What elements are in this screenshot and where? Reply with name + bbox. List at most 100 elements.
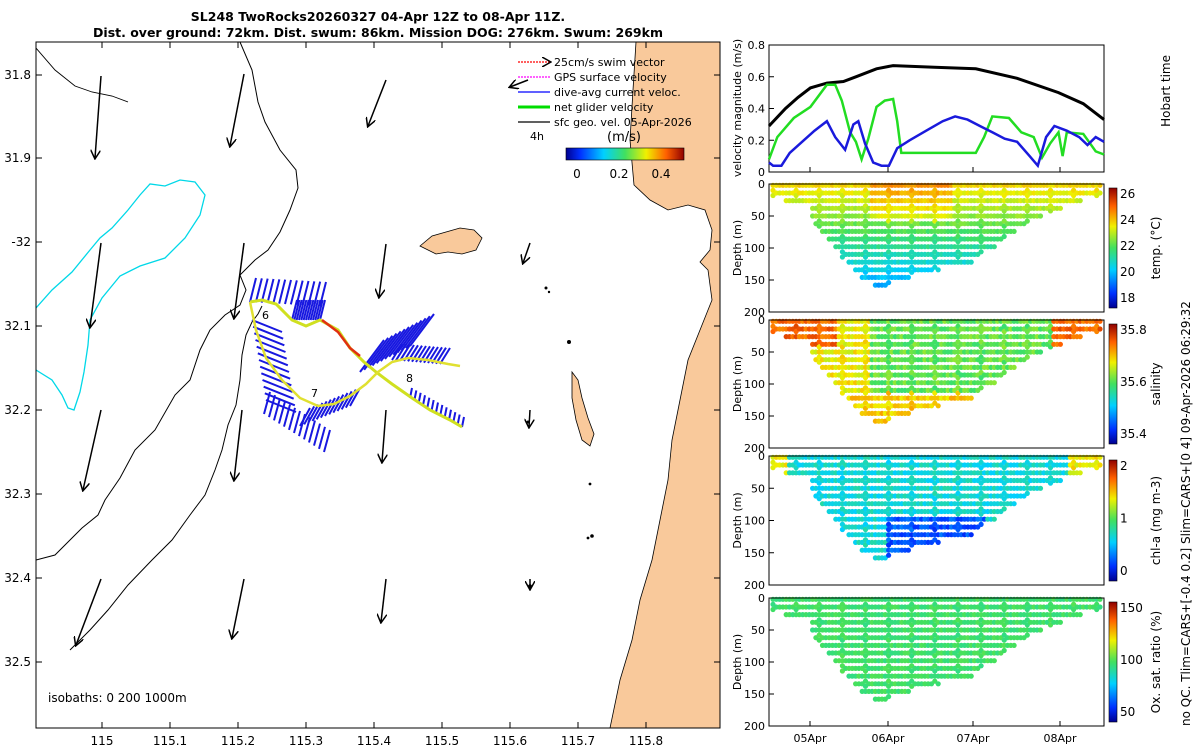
velocity-ytick-label: 0 <box>758 166 765 179</box>
section-ytick-label: 50 <box>751 624 765 637</box>
current-vector <box>293 299 301 321</box>
section-colorbar-tick: 35.4 <box>1120 427 1147 441</box>
section-sample <box>1097 190 1103 196</box>
side-label-hobart: Hobart time <box>1159 55 1173 127</box>
section-ytick-label: 200 <box>744 720 765 733</box>
day-label-6: 6 <box>262 309 269 322</box>
current-vector <box>249 277 257 303</box>
current-vector <box>262 379 293 393</box>
velocity-series-line <box>768 115 1105 169</box>
section-ytick-label: 100 <box>744 515 765 528</box>
section-colorbar-tick: 22 <box>1120 239 1135 253</box>
section-sample <box>978 663 984 669</box>
current-vector <box>392 322 419 356</box>
section-sample <box>1024 490 1030 496</box>
current-vector <box>319 281 327 307</box>
day-label-7: 7 <box>311 387 318 400</box>
current-vector <box>456 414 461 425</box>
current-vector <box>272 279 281 304</box>
map-legend: 25cm/s swim vector GPS surface velocity … <box>518 56 692 143</box>
section-ytick-label: 0 <box>758 178 765 191</box>
map-xtick-label: 115.8 <box>629 734 663 748</box>
map-colorbar: (m/s) 0 0.2 0.4 <box>565 130 685 181</box>
current-vector <box>295 299 303 321</box>
velocity-ylabel: velocity magnitude (m/s) <box>731 39 744 177</box>
side-label-info: no QC. Tlim=CARS+[-0.4 0.2] Slim=CARS+[0… <box>1179 301 1193 726</box>
current-vector <box>254 278 263 303</box>
current-vector <box>439 404 444 416</box>
map-panel: 6 7 8 115 115.1 115.2 115.3 115.4 115.5 115.6 1… <box>4 41 721 748</box>
section-ytick-label: 50 <box>751 346 765 359</box>
current-vector <box>318 426 326 450</box>
section-sample <box>1037 213 1044 219</box>
section-sample <box>935 403 941 409</box>
section-ylabel: Depth (m) <box>731 356 744 412</box>
current-vector <box>300 299 308 321</box>
section-colorbar-tick: 100 <box>1120 653 1143 667</box>
section-sample <box>1024 632 1030 638</box>
section-sample <box>1077 198 1083 204</box>
date-tick-label: 05Apr <box>793 732 827 745</box>
current-vector <box>312 299 319 321</box>
map-frame <box>35 41 721 729</box>
section-sample <box>1011 501 1017 507</box>
legend-net-glider: net glider velocity <box>554 101 654 114</box>
section-ytick-label: 150 <box>744 410 765 423</box>
section-colorbar-tick: 150 <box>1120 601 1143 615</box>
current-vector <box>328 395 341 415</box>
section-ytick-label: 150 <box>744 688 765 701</box>
legend-dive-avg: dive-avg current veloc. <box>554 86 681 99</box>
map-ytick-label: -32 <box>11 235 31 249</box>
current-vector <box>316 299 324 321</box>
section-ytick-label: 0 <box>758 314 765 327</box>
section-ytick-label: 0 <box>758 592 765 605</box>
section-sample <box>1037 627 1044 633</box>
current-vector <box>314 299 322 321</box>
section-sample <box>1097 604 1103 610</box>
section-sample <box>1024 218 1030 224</box>
section-sample <box>968 673 974 679</box>
current-vector <box>332 394 345 414</box>
current-vector <box>263 391 271 415</box>
day-label-8: 8 <box>406 372 413 385</box>
section-colorbar-tick: 35.8 <box>1120 323 1147 337</box>
current-vector <box>313 423 321 446</box>
map-xtick-label: 115.4 <box>357 734 391 748</box>
section-sample <box>886 416 892 422</box>
dive-avg-current-vectors <box>249 277 465 453</box>
current-vector <box>388 324 414 358</box>
current-vector <box>461 416 465 428</box>
section-colorbar-label: chl-a (mg m-3) <box>1149 476 1163 565</box>
section-colorbar-tick: 1 <box>1120 512 1128 526</box>
section-sample <box>886 280 892 286</box>
current-vector <box>309 299 317 321</box>
section-panel-salinity: 0 50 100 150 200 Depth (m) 35.8 35.6 35.4 salinit… <box>731 314 1163 455</box>
current-vector <box>375 330 402 364</box>
section-sample <box>905 688 912 695</box>
section-colorbar-tick: 2 <box>1120 459 1128 473</box>
section-sample <box>1057 619 1063 625</box>
section-panel-temp: 0 50 100 150 200 Depth (m) 26 24 22 20 18 temp. (°C… <box>731 178 1163 319</box>
section-colorbar-label: Ox. sat. ratio (%) <box>1149 611 1163 713</box>
map-ytick-label: 31.8 <box>4 68 31 82</box>
current-vector <box>258 359 290 373</box>
current-vector <box>367 335 394 369</box>
section-sample <box>1001 369 1007 376</box>
section-sample <box>1037 349 1044 355</box>
section-sample <box>905 410 912 416</box>
current-vector <box>443 407 448 418</box>
isobaths-label: isobaths: 0 200 1000m <box>48 691 187 705</box>
section-sample <box>1057 477 1063 484</box>
current-vector <box>273 398 281 421</box>
current-vector <box>308 420 316 443</box>
current-vector <box>371 332 398 367</box>
current-vector <box>324 397 336 417</box>
section-sample <box>978 249 984 255</box>
velocity-ytick-label: 0.2 <box>748 134 766 147</box>
velocity-ytick-label: 0.8 <box>748 39 766 52</box>
current-vector <box>291 299 298 321</box>
map-xtick-label: 115.5 <box>425 734 459 748</box>
current-vector <box>302 299 310 321</box>
section-colorbar-tick: 35.6 <box>1120 375 1147 389</box>
